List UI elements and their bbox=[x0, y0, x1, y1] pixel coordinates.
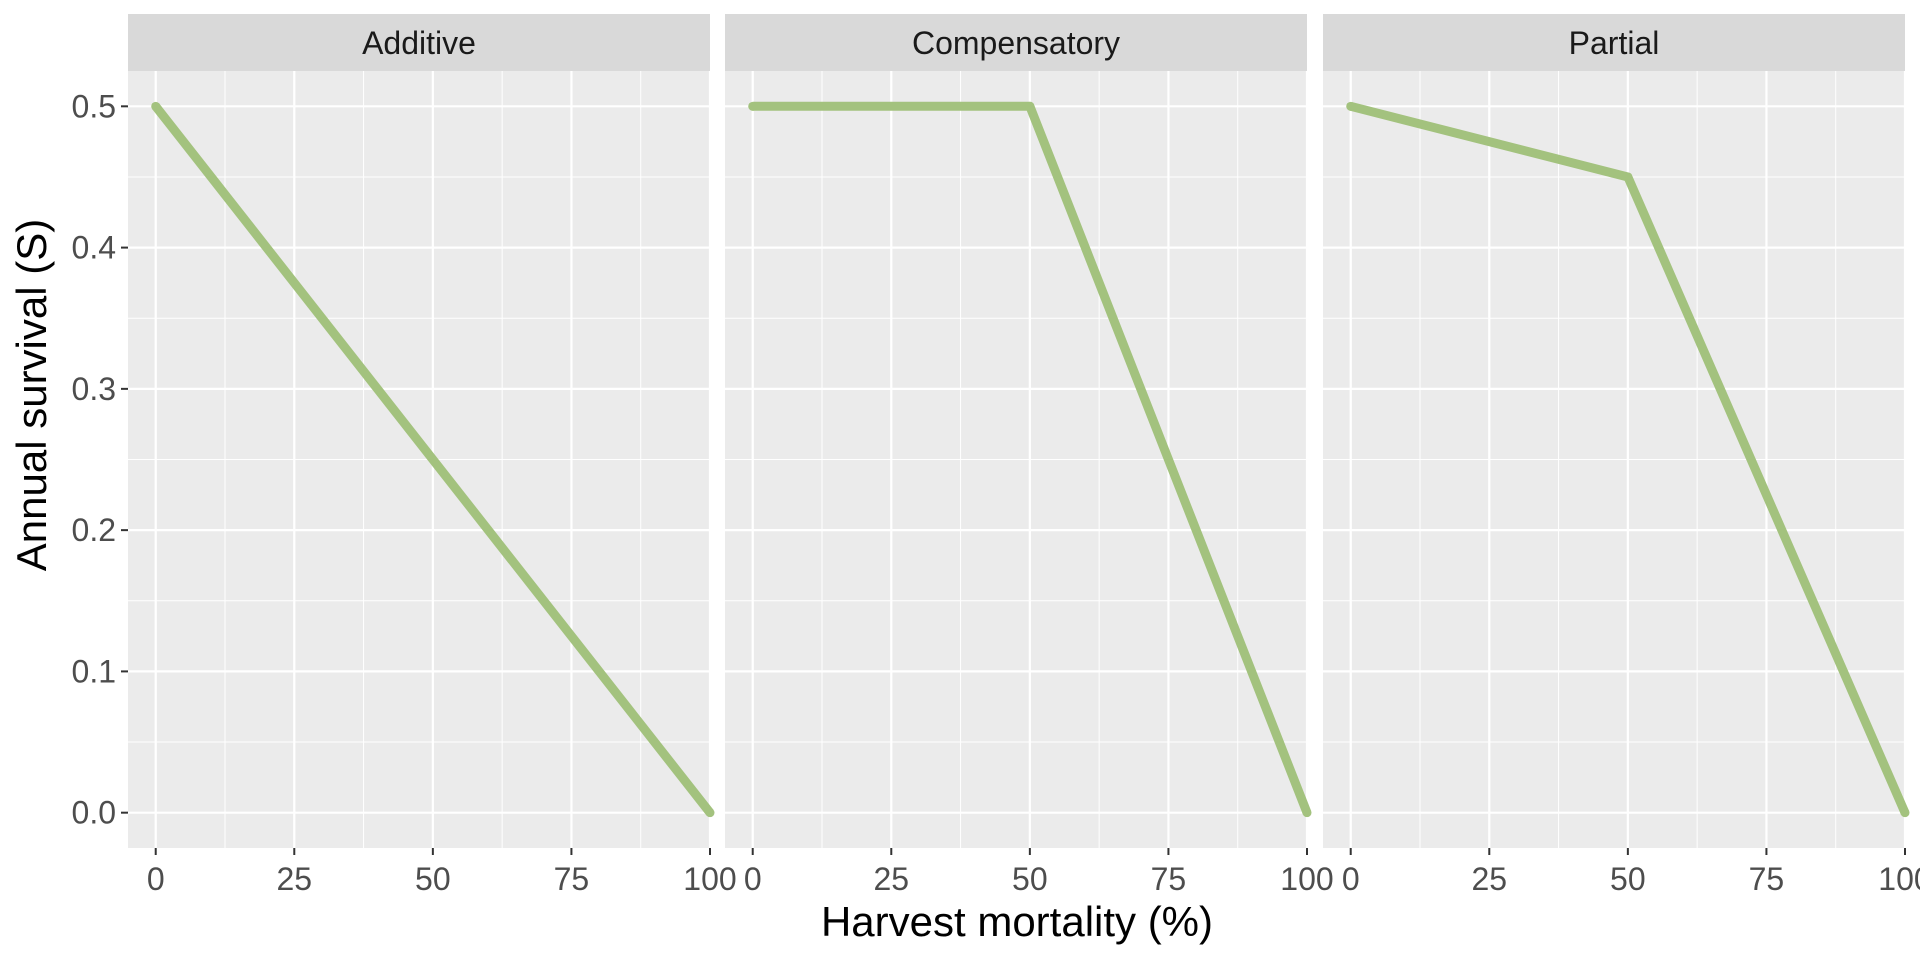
x-tick-label: 0 bbox=[147, 861, 165, 897]
y-tick-label: 0.5 bbox=[72, 88, 116, 124]
x-axis-title: Harvest mortality (%) bbox=[821, 898, 1213, 945]
x-tick-label: 25 bbox=[276, 861, 312, 897]
x-tick-label: 25 bbox=[873, 861, 909, 897]
data-point bbox=[1025, 101, 1035, 111]
facet-strip bbox=[1323, 14, 1905, 71]
data-point bbox=[1346, 101, 1356, 111]
y-tick-label: 0.3 bbox=[72, 371, 116, 407]
facet-panel-compensatory: Compensatory 0 25 50 75 100 bbox=[725, 14, 1334, 897]
data-point bbox=[151, 101, 161, 111]
series-line bbox=[152, 103, 714, 816]
facet-strip-label: Additive bbox=[362, 25, 476, 61]
facet-strip-label: Partial bbox=[1569, 25, 1660, 61]
facet-panel-partial: Partial 0 25 50 75 100 bbox=[1323, 14, 1920, 897]
facet-strip bbox=[128, 14, 710, 71]
facet-panel-additive: Additive 0 25 50 75 100 bbox=[128, 14, 737, 897]
x-tick-label: 50 bbox=[1610, 861, 1646, 897]
x-tick-label: 75 bbox=[1151, 861, 1187, 897]
y-tick-label: 0.1 bbox=[72, 653, 116, 689]
facet-strip-label: Compensatory bbox=[912, 25, 1120, 61]
x-tick-label: 100 bbox=[683, 861, 736, 897]
y-axis-title: Annual survival (S) bbox=[8, 219, 55, 571]
x-tick-label: 100 bbox=[1280, 861, 1333, 897]
data-point bbox=[1302, 808, 1312, 818]
y-tick-label: 0.4 bbox=[72, 230, 116, 266]
x-tick-label: 75 bbox=[554, 861, 590, 897]
x-tick-label: 0 bbox=[744, 861, 762, 897]
data-point bbox=[705, 808, 715, 818]
x-tick-label: 75 bbox=[1749, 861, 1785, 897]
data-point bbox=[1623, 172, 1633, 182]
y-tick-label: 0.2 bbox=[72, 512, 116, 548]
facet-strip bbox=[725, 14, 1307, 71]
y-tick-label: 0.0 bbox=[72, 795, 116, 831]
x-tick-label: 50 bbox=[415, 861, 451, 897]
x-tick-label: 0 bbox=[1342, 861, 1360, 897]
x-tick-label: 100 bbox=[1878, 861, 1920, 897]
x-tick-label: 25 bbox=[1471, 861, 1507, 897]
data-point bbox=[748, 101, 758, 111]
data-point bbox=[1900, 808, 1910, 818]
x-tick-label: 50 bbox=[1012, 861, 1048, 897]
